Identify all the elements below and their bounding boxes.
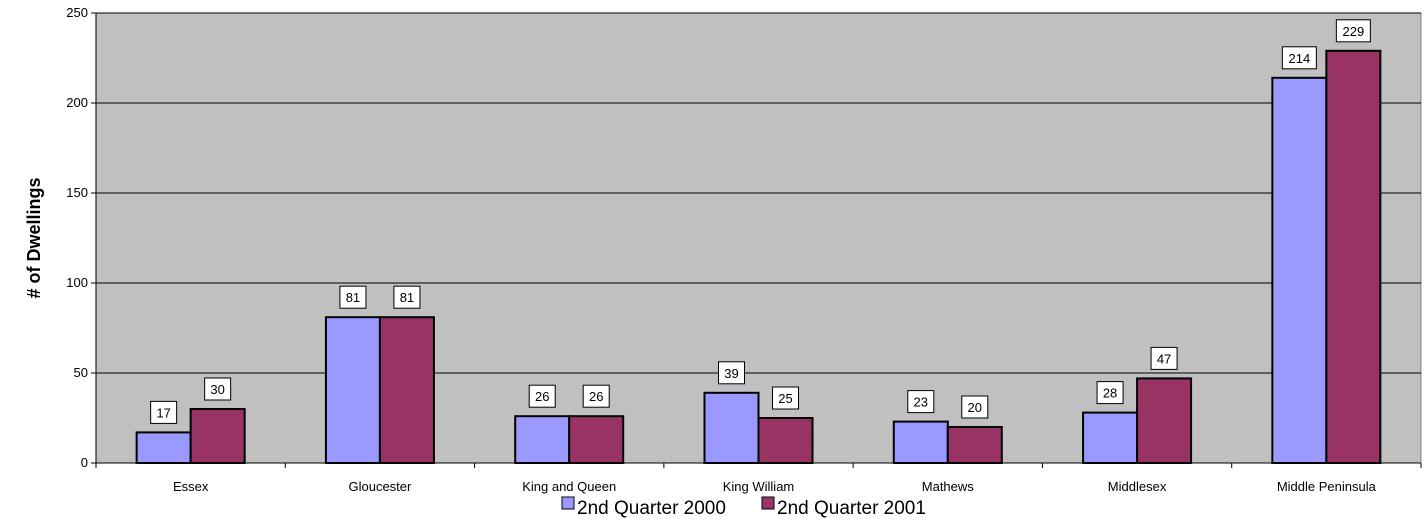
x-tick-label: King and Queen (522, 479, 616, 494)
y-tick-label: 0 (81, 455, 88, 470)
data-label-box (339, 285, 367, 309)
x-tick-labels: Essex Gloucester King and Queen King Willia… (173, 479, 1377, 494)
data-label: 81 (346, 290, 360, 305)
x-tick-label: Mathews (922, 479, 975, 494)
legend-swatch (761, 496, 775, 510)
x-tick-label: Essex (173, 479, 209, 494)
legend-swatch (561, 496, 575, 510)
data-label: 26 (589, 389, 603, 404)
bar (324, 316, 381, 465)
legend: 2nd Quarter 2000 2nd Quarter 2001 (561, 496, 926, 519)
data-label: 30 (210, 382, 224, 397)
y-tick-label: 100 (66, 275, 88, 290)
y-tick-labels: 0 50 100 150 200 250 (66, 5, 88, 470)
bar (892, 420, 949, 465)
data-label: 47 (1157, 351, 1171, 366)
bar (946, 426, 1003, 464)
data-label-box (907, 390, 935, 414)
data-label-box (582, 384, 610, 408)
data-label-box (1281, 46, 1317, 70)
y-tick-label: 250 (66, 5, 88, 20)
axes (91, 12, 1422, 468)
data-label: 23 (914, 395, 928, 410)
bar (703, 391, 760, 464)
legend-label: 2nd Quarter 2000 (577, 498, 726, 518)
bar (189, 408, 246, 464)
bar (1271, 76, 1328, 465)
data-label: 229 (1343, 24, 1365, 39)
bars (135, 49, 1382, 465)
y-tick-label: 50 (74, 365, 88, 380)
data-label-box (528, 384, 556, 408)
x-tick-label: King William (723, 479, 795, 494)
data-label-box (1096, 381, 1124, 405)
data-label-box (961, 395, 989, 419)
plot-area (95, 12, 1422, 464)
data-label-box (1335, 19, 1371, 43)
data-label: 20 (968, 400, 982, 415)
data-label: 214 (1289, 51, 1311, 66)
data-label-box (204, 377, 232, 401)
data-label: 39 (724, 366, 738, 381)
bar (1325, 49, 1382, 465)
data-labels: 17 30 81 81 26 26 39 25 23 20 28 47 214 229 (150, 19, 1371, 424)
gridlines (96, 12, 1421, 374)
data-label: 28 (1103, 386, 1117, 401)
bar (757, 417, 814, 464)
y-tick-label: 200 (66, 95, 88, 110)
bar (135, 431, 192, 464)
data-label: 17 (156, 405, 170, 420)
data-label: 81 (400, 290, 414, 305)
y-axis-label: # of Dwellings (24, 177, 44, 298)
data-label-box (1150, 346, 1178, 370)
data-label-box (718, 361, 745, 385)
data-label: 25 (778, 391, 792, 406)
data-label: 26 (535, 389, 549, 404)
bar (1082, 411, 1139, 465)
data-label-box (150, 400, 178, 424)
bar (514, 415, 571, 465)
x-tick-label: Middlesex (1108, 479, 1167, 494)
bar (1136, 377, 1193, 464)
x-tick-label: Middle Peninsula (1277, 479, 1377, 494)
y-tick-label: 150 (66, 185, 88, 200)
legend-label: 2nd Quarter 2001 (777, 498, 926, 518)
data-label-box (772, 386, 799, 410)
x-tick-label: Gloucester (348, 479, 412, 494)
data-label-box (393, 285, 421, 309)
bar (568, 415, 625, 465)
bar (378, 316, 435, 465)
